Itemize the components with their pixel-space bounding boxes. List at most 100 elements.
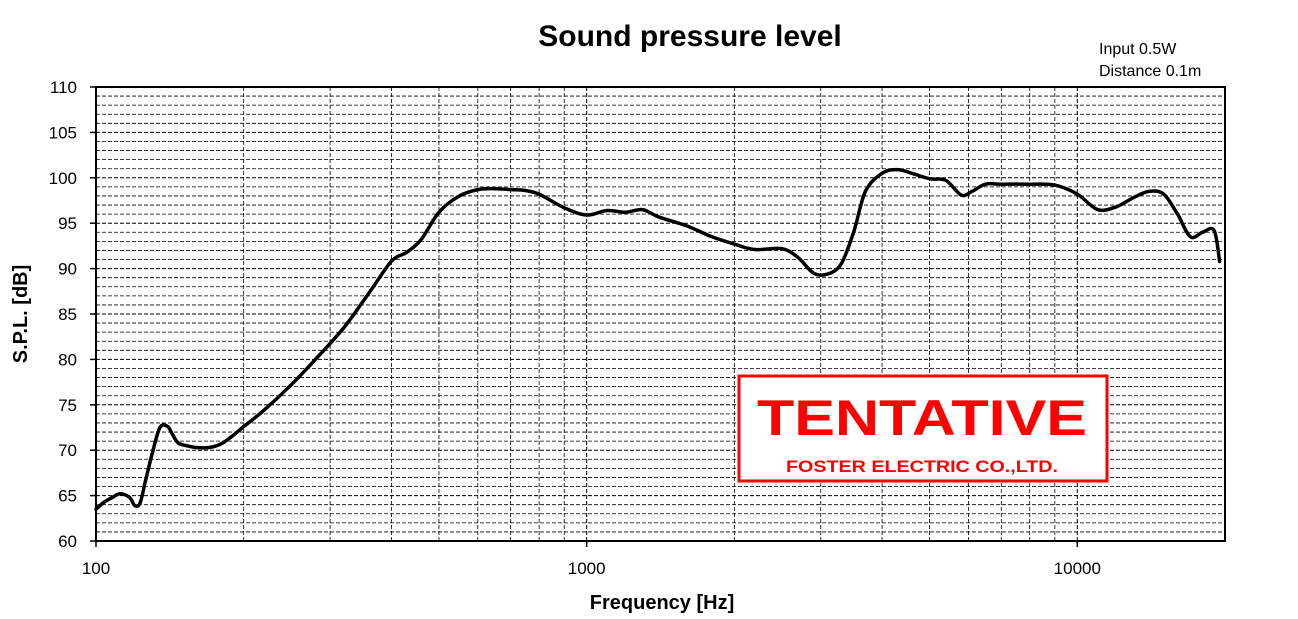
grid <box>96 87 1225 541</box>
spl-data-point <box>1201 230 1204 234</box>
spl-data-point <box>910 171 914 175</box>
y-tick-label: 75 <box>58 396 77 415</box>
y-tick-label: 110 <box>50 78 77 97</box>
spl-data-point <box>605 209 609 212</box>
spl-data-point <box>780 247 784 251</box>
spl-data-point <box>1188 235 1192 239</box>
spl-data-point <box>389 259 393 263</box>
spl-data-point <box>185 444 189 448</box>
spl-data-point <box>1114 205 1118 209</box>
spl-data-point <box>796 256 800 260</box>
spl-data-point <box>880 171 884 175</box>
stamp-main-text: TENTATIVE <box>757 390 1087 446</box>
spl-data-point <box>863 189 867 193</box>
spl-data-point <box>732 242 736 246</box>
spl-data-point <box>1162 192 1166 196</box>
spl-data-point <box>150 453 154 457</box>
stamp-border <box>737 374 1109 483</box>
spl-data-point <box>138 501 142 505</box>
annotation-input: Input 0.5W <box>1099 41 1177 58</box>
series-layer <box>94 167 1222 511</box>
spl-data-point <box>289 383 293 387</box>
spl-data-point <box>928 177 932 181</box>
spl-data-point <box>624 210 627 214</box>
spl-data-point <box>476 188 480 192</box>
spl-data-point <box>457 194 461 198</box>
spl-data-point <box>826 272 830 276</box>
spl-data-point <box>1096 208 1100 212</box>
spl-data-point <box>342 326 346 330</box>
x-axis-label: Frequency [Hz] <box>590 592 734 614</box>
x-tick-label: 1000 <box>568 559 606 578</box>
spl-data-point <box>437 210 441 214</box>
y-tick-label: 105 <box>49 123 77 142</box>
spl-data-point <box>984 182 987 186</box>
y-tick-label: 95 <box>58 214 77 233</box>
spl-data-point <box>812 271 815 275</box>
y-tick-label: 70 <box>58 441 77 460</box>
spl-data-point <box>1075 192 1079 196</box>
spl-data-point <box>219 442 223 446</box>
spl-data-point <box>656 215 660 219</box>
spl-data-point <box>753 248 757 251</box>
spl-data-point <box>367 291 371 295</box>
spl-data-point <box>1147 189 1151 193</box>
y-tick-label: 60 <box>58 532 77 551</box>
spl-data-point <box>1053 183 1057 187</box>
y-axis-label: S.P.L. [dB] <box>10 265 32 364</box>
spl-data-point <box>493 187 497 191</box>
spl-data-point <box>1212 229 1216 232</box>
y-tick-label: 65 <box>58 487 77 506</box>
spl-data-point <box>1218 259 1222 263</box>
y-tick-label: 80 <box>58 350 77 369</box>
spl-data-point <box>405 250 409 254</box>
x-tick-label: 100 <box>82 559 110 578</box>
spl-data-point <box>710 235 714 239</box>
spl-data-point <box>641 208 645 212</box>
annotation-distance: Distance 0.1m <box>1099 63 1201 80</box>
spl-data-point <box>562 206 566 210</box>
x-tick-label: 10000 <box>1054 559 1101 578</box>
spl-data-point <box>852 230 856 234</box>
spl-data-point <box>262 408 266 412</box>
tentative-stamp: TENTATIVE FOSTER ELECTRIC CO.,LTD. <box>737 374 1109 483</box>
spl-data-point <box>143 480 147 484</box>
spl-data-point <box>537 192 541 196</box>
spl-data-point <box>170 432 174 436</box>
spl-data-point <box>959 193 963 197</box>
spl-data-point <box>585 213 589 217</box>
y-tick-label: 85 <box>58 305 77 324</box>
spl-data-point <box>110 495 114 499</box>
spl-data-point <box>523 189 527 192</box>
spl-data-point <box>1176 212 1179 216</box>
spl-data-point <box>419 238 423 241</box>
spl-data-point <box>242 425 246 429</box>
spl-data-point <box>133 504 137 508</box>
stamp-sub-text: FOSTER ELECTRIC CO.,LTD. <box>786 457 1058 476</box>
spl-data-point <box>207 446 211 449</box>
spl-data-point <box>176 441 180 445</box>
y-tick-label: 100 <box>49 169 77 188</box>
spl-data-point <box>970 189 974 193</box>
spl-data-point <box>158 426 162 429</box>
spl-data-point <box>944 179 948 182</box>
spl-data-point <box>1131 196 1135 200</box>
spl-data-point <box>94 507 98 511</box>
spl-data-point <box>166 425 170 429</box>
y-tick-label: 90 <box>58 260 77 279</box>
spl-data-point <box>128 495 131 499</box>
spl-data-point <box>999 182 1003 186</box>
y-axis-ticks: 60 65 70 75 80 85 90 95 100 105 110 <box>49 78 96 551</box>
spl-data-point <box>102 500 106 504</box>
spl-data-point <box>896 168 899 172</box>
spl-data-point <box>118 492 122 496</box>
spl-data-point <box>1028 182 1032 186</box>
spl-data-point <box>231 434 235 438</box>
chart-title: Sound pressure level <box>538 20 841 53</box>
spl-data-point <box>509 188 513 192</box>
x-axis-ticks: 100 1000 10000 <box>82 541 1101 578</box>
spl-data-point <box>194 446 198 449</box>
spl-data-point <box>685 224 689 228</box>
spl-data-point <box>839 262 843 266</box>
